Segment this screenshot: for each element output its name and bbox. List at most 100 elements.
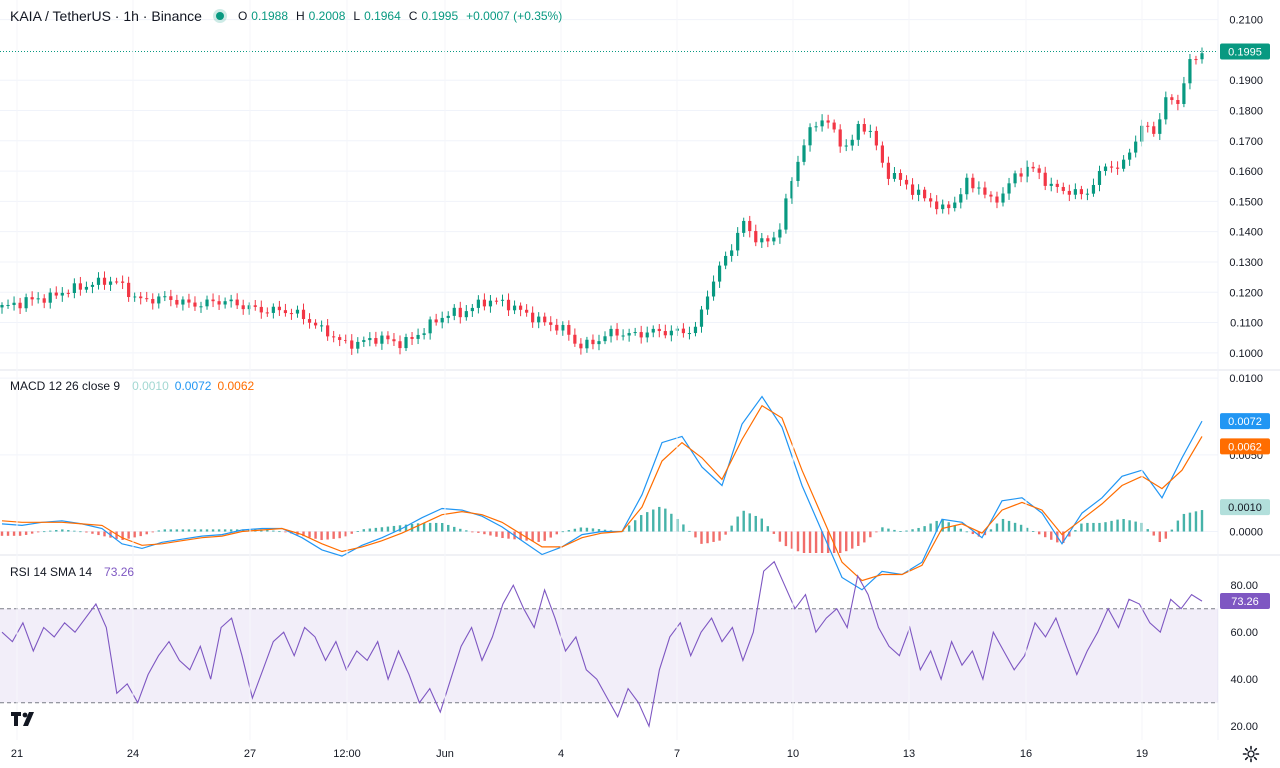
- candle-body: [573, 334, 577, 344]
- candle-body: [12, 302, 16, 305]
- rsi-legend: RSI 14 SMA 14 73.26: [10, 565, 138, 579]
- macd-histogram-bar: [1025, 527, 1029, 532]
- macd-histogram-bar: [501, 531, 504, 539]
- macd-histogram-bar: [1062, 531, 1065, 544]
- candle-body: [108, 281, 113, 285]
- tradingview-logo-icon[interactable]: [10, 708, 38, 730]
- macd-histogram-bar: [561, 531, 565, 533]
- candle-body: [754, 231, 758, 243]
- low-label: L: [353, 9, 361, 23]
- macd-histogram-bar: [639, 515, 643, 532]
- candle-body: [784, 198, 788, 230]
- candle-body: [724, 255, 728, 266]
- candle-body: [1152, 126, 1156, 134]
- candle-body: [1019, 173, 1023, 177]
- candle-body: [374, 338, 378, 344]
- hist-value-tag: 0.0010: [1228, 502, 1262, 514]
- macd-histogram-bar: [953, 525, 956, 532]
- macd-histogram-bar: [1200, 510, 1204, 532]
- candle-body: [1073, 189, 1077, 195]
- change-value: +0.0007 (+0.35%): [466, 9, 563, 23]
- macd-histogram-bar: [766, 526, 770, 532]
- candle-body: [531, 312, 535, 323]
- macd-title[interactable]: MACD 12 26 close 9: [10, 379, 121, 393]
- x-tick-label: 16: [1020, 748, 1032, 760]
- macd-histogram-bar: [971, 531, 975, 535]
- macd-histogram-bar: [422, 522, 426, 532]
- macd-histogram-bar: [1122, 518, 1125, 532]
- candle-body: [543, 316, 547, 323]
- rsi-title[interactable]: RSI 14 SMA 14: [10, 565, 93, 579]
- y-tick-label: 0.1600: [1229, 166, 1263, 178]
- macd-histogram-bar: [778, 531, 782, 542]
- candle-body: [742, 220, 746, 233]
- macd-histogram-bar: [459, 528, 462, 532]
- macd-histogram-bar: [724, 531, 727, 535]
- macd-histogram-bar: [1001, 518, 1005, 532]
- candle-body: [947, 204, 951, 209]
- macd-line-value: 0.0072: [174, 379, 212, 393]
- candle-body: [579, 343, 583, 349]
- candle-body: [1200, 53, 1204, 60]
- macd-histogram-bar: [404, 524, 408, 532]
- candle-body: [802, 145, 806, 162]
- macd-histogram-bar: [845, 531, 848, 552]
- macd-histogram-bar: [489, 531, 492, 536]
- candle-body: [609, 328, 613, 337]
- candle-body: [669, 330, 673, 336]
- macd-histogram-bar: [73, 530, 76, 532]
- gear-icon[interactable]: [1242, 745, 1260, 763]
- x-tick-label: 19: [1136, 748, 1148, 760]
- macd-histogram-bar: [748, 513, 751, 532]
- x-tick-label: 24: [127, 748, 139, 760]
- macd-line: [1, 395, 1203, 591]
- macd-histogram-bar: [1098, 522, 1101, 532]
- macd-histogram-bar: [869, 531, 872, 538]
- candle-body: [434, 319, 438, 323]
- candle-body: [1007, 183, 1011, 194]
- macd-histogram-bar: [929, 523, 932, 532]
- candle-body: [832, 122, 836, 130]
- macd-histogram-bar: [374, 527, 378, 532]
- candle-body: [350, 340, 354, 349]
- candle-body: [977, 187, 981, 189]
- macd-histogram-bar: [187, 529, 191, 532]
- macd-histogram-bar: [917, 527, 920, 532]
- macd-histogram-bar: [362, 529, 366, 532]
- macd-histogram-bar: [1152, 531, 1155, 536]
- macd-histogram-bar: [1170, 529, 1174, 532]
- macd-histogram-bar: [754, 515, 757, 532]
- candle-body: [814, 126, 818, 128]
- macd-histogram-bar: [1158, 531, 1161, 543]
- candle-body: [567, 324, 571, 335]
- candle-body: [229, 299, 233, 302]
- x-tick-label: 12:00: [333, 748, 361, 760]
- candle-body: [169, 296, 173, 300]
- macd-histogram-bar: [465, 530, 468, 532]
- macd-histogram-bar: [899, 531, 902, 533]
- candle-body: [60, 292, 64, 296]
- macd-histogram-bar: [229, 529, 233, 532]
- candle-body: [796, 161, 800, 181]
- macd-histogram-bar: [989, 529, 993, 532]
- macd-histogram-bar: [772, 531, 776, 534]
- candle-body: [24, 297, 28, 309]
- candle-body: [929, 198, 933, 202]
- open-label: O: [237, 9, 248, 23]
- candle-body: [597, 341, 601, 345]
- candle-body: [464, 311, 468, 318]
- candle-body: [651, 328, 655, 333]
- symbol-title[interactable]: KAIA / TetherUS · 1h · Binance: [10, 8, 202, 24]
- macd-histogram-bar: [193, 529, 197, 532]
- candle-body: [874, 130, 878, 146]
- candle-body: [283, 310, 288, 314]
- macd-histogram-bar: [0, 531, 4, 536]
- macd-histogram-bar: [1080, 523, 1083, 532]
- macd-histogram-bar: [796, 531, 800, 552]
- macd-histogram-bar: [1194, 511, 1198, 532]
- macd-histogram-bar: [977, 531, 981, 537]
- candle-body: [241, 305, 245, 310]
- candle-body: [898, 173, 903, 180]
- candle-body: [615, 328, 619, 336]
